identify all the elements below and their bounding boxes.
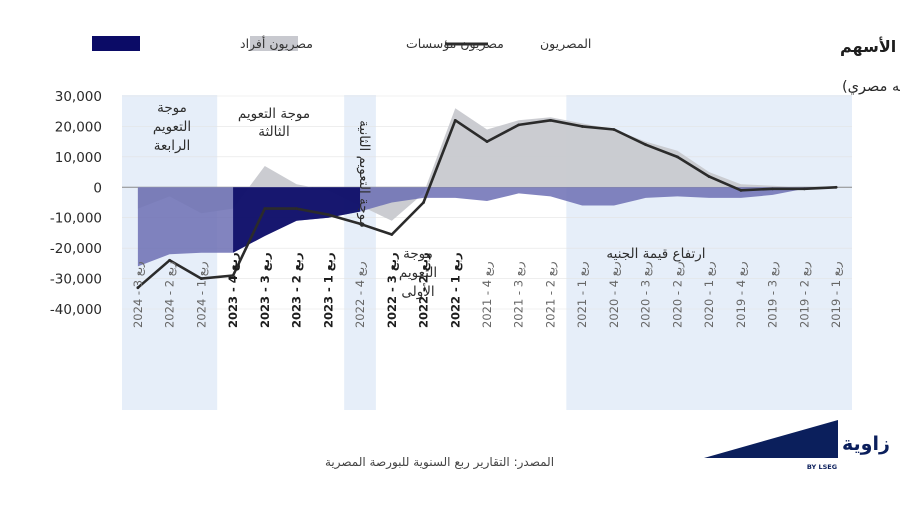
- x-tick-label-20: ربع 3 - 2019: [766, 261, 781, 328]
- x-tick-label-16: ربع 3 - 2020: [639, 261, 654, 328]
- annotation-wave1: موجة التعويم الأولى: [399, 246, 437, 300]
- annotation-wave4: موجة التعويم الرابعة: [153, 100, 191, 154]
- line-point-16: [644, 143, 648, 147]
- y-tick-label-0: -40,000: [50, 302, 102, 318]
- line-point-14: [580, 125, 584, 128]
- x-tick-label-0: ربع 3 - 2024: [131, 261, 146, 328]
- annotation-appreciation: ارتفاع قيمة الجنيه: [606, 246, 705, 262]
- x-tick-label-18: ربع 1 - 2020: [702, 261, 717, 328]
- chart-title: تداولات المصريين في الأسهم: [840, 37, 900, 57]
- chart-areas: [136, 108, 838, 290]
- zawya-logo: زاوية BY LSEG: [704, 420, 890, 471]
- logo-wedge: [704, 420, 838, 458]
- line-point-4: [263, 207, 267, 210]
- line-point-18: [707, 175, 711, 179]
- legend-individuals-label: مصريون أفراد: [240, 35, 313, 52]
- x-tick-label-8: ربع 3 - 2022: [385, 252, 399, 328]
- x-tick-label-22: ربع 1 - 2019: [829, 261, 844, 328]
- line-point-9: [422, 201, 425, 204]
- legend-line-label: المصريون: [540, 36, 591, 52]
- x-tick-label-1: ربع 2 - 2024: [163, 261, 178, 328]
- x-tick-label-10: ربع 1 - 2022: [448, 252, 462, 328]
- x-tick-label-2: ربع 1 - 2024: [194, 261, 209, 328]
- x-tick-label-7: ربع 4 - 2022: [353, 261, 368, 328]
- x-tick-label-17: ربع 2 - 2020: [670, 261, 685, 328]
- annotations: موجة التعويم الرابعة موجة التعويم الثالثة موج…: [153, 100, 706, 300]
- area-individuals-dark: [233, 187, 361, 253]
- x-tick-label-14: ربع 1 - 2021: [575, 261, 590, 328]
- x-tick-label-15: ربع 4 - 2020: [607, 261, 622, 328]
- line-point-15: [612, 128, 616, 131]
- y-tick-label-5: 10,000: [55, 150, 102, 166]
- line-point-17: [676, 155, 679, 159]
- y-tick-label-3: -10,000: [50, 211, 102, 227]
- line-point-12: [517, 123, 521, 127]
- line-point-2: [199, 277, 203, 280]
- line-point-10: [453, 118, 457, 122]
- legend-individuals-swatch: [92, 36, 140, 51]
- x-tick-label-5: ربع 2 - 2023: [290, 252, 304, 328]
- logo-subtext: BY LSEG: [807, 463, 837, 471]
- y-tick-label-4: 0: [93, 180, 102, 196]
- x-tick-label-3: ربع 4 - 2023: [226, 252, 240, 328]
- x-tick-label-13: ربع 2 - 2021: [543, 261, 558, 328]
- line-point-3: [231, 274, 235, 277]
- x-tick-label-12: ربع 3 - 2021: [512, 261, 527, 328]
- x-axis: ربع 3 - 2024 ربع 2 - 2024 ربع 1 - 2024 ربع …: [131, 252, 844, 328]
- annotation-wave3: موجة التعويم الثالثة: [238, 106, 310, 140]
- line-point-0: [136, 286, 140, 290]
- x-tick-label-11: ربع 4 - 2021: [480, 261, 495, 328]
- y-axis: -40,000 -30,000 -20,000 -10,000 0 10,000 20,00…: [50, 89, 102, 318]
- y-tick-label-1: -30,000: [50, 272, 102, 288]
- x-tick-label-9: ربع 2 - 2022: [417, 252, 431, 328]
- x-tick-label-6: ربع 1 - 2023: [321, 252, 335, 328]
- line-point-13: [549, 118, 552, 122]
- line-point-11: [485, 140, 489, 144]
- line-point-7: [358, 222, 362, 226]
- line-point-20: [771, 187, 775, 191]
- band-1: [344, 95, 376, 410]
- line-point-8: [390, 233, 394, 236]
- x-tick-label-19: ربع 4 - 2019: [734, 261, 749, 328]
- y-tick-label-2: -20,000: [50, 241, 102, 257]
- y-tick-label-6: 20,000: [55, 119, 102, 135]
- line-point-1: [168, 258, 172, 262]
- line-point-19: [739, 188, 743, 192]
- y-tick-label-7: 30,000: [55, 89, 102, 105]
- line-point-6: [326, 213, 330, 217]
- logo-text: زاوية: [842, 433, 890, 455]
- x-tick-label-4: ربع 3 - 2023: [258, 252, 272, 328]
- area-institutions: [137, 108, 837, 221]
- legend-institutions-label: مصريون مؤسسات: [406, 36, 504, 52]
- legend-institutions-swatch: [250, 36, 298, 51]
- source-note: المصدر: التقارير ربع السنوية للبورصة الم…: [325, 455, 554, 470]
- chart-subtitle: (ربع سنوي تراكمي، ربع 1 - 2019 حتى ربع 3…: [842, 79, 900, 95]
- line-point-22: [834, 185, 838, 189]
- annotation-wave2: موجة التعويم الثانية: [356, 120, 372, 228]
- line-point-21: [802, 187, 806, 191]
- line-point-5: [295, 207, 298, 210]
- x-tick-label-21: ربع 2 - 2019: [797, 261, 812, 328]
- legend: المصريون مصريون مؤسسات مصريون أفراد: [92, 35, 591, 52]
